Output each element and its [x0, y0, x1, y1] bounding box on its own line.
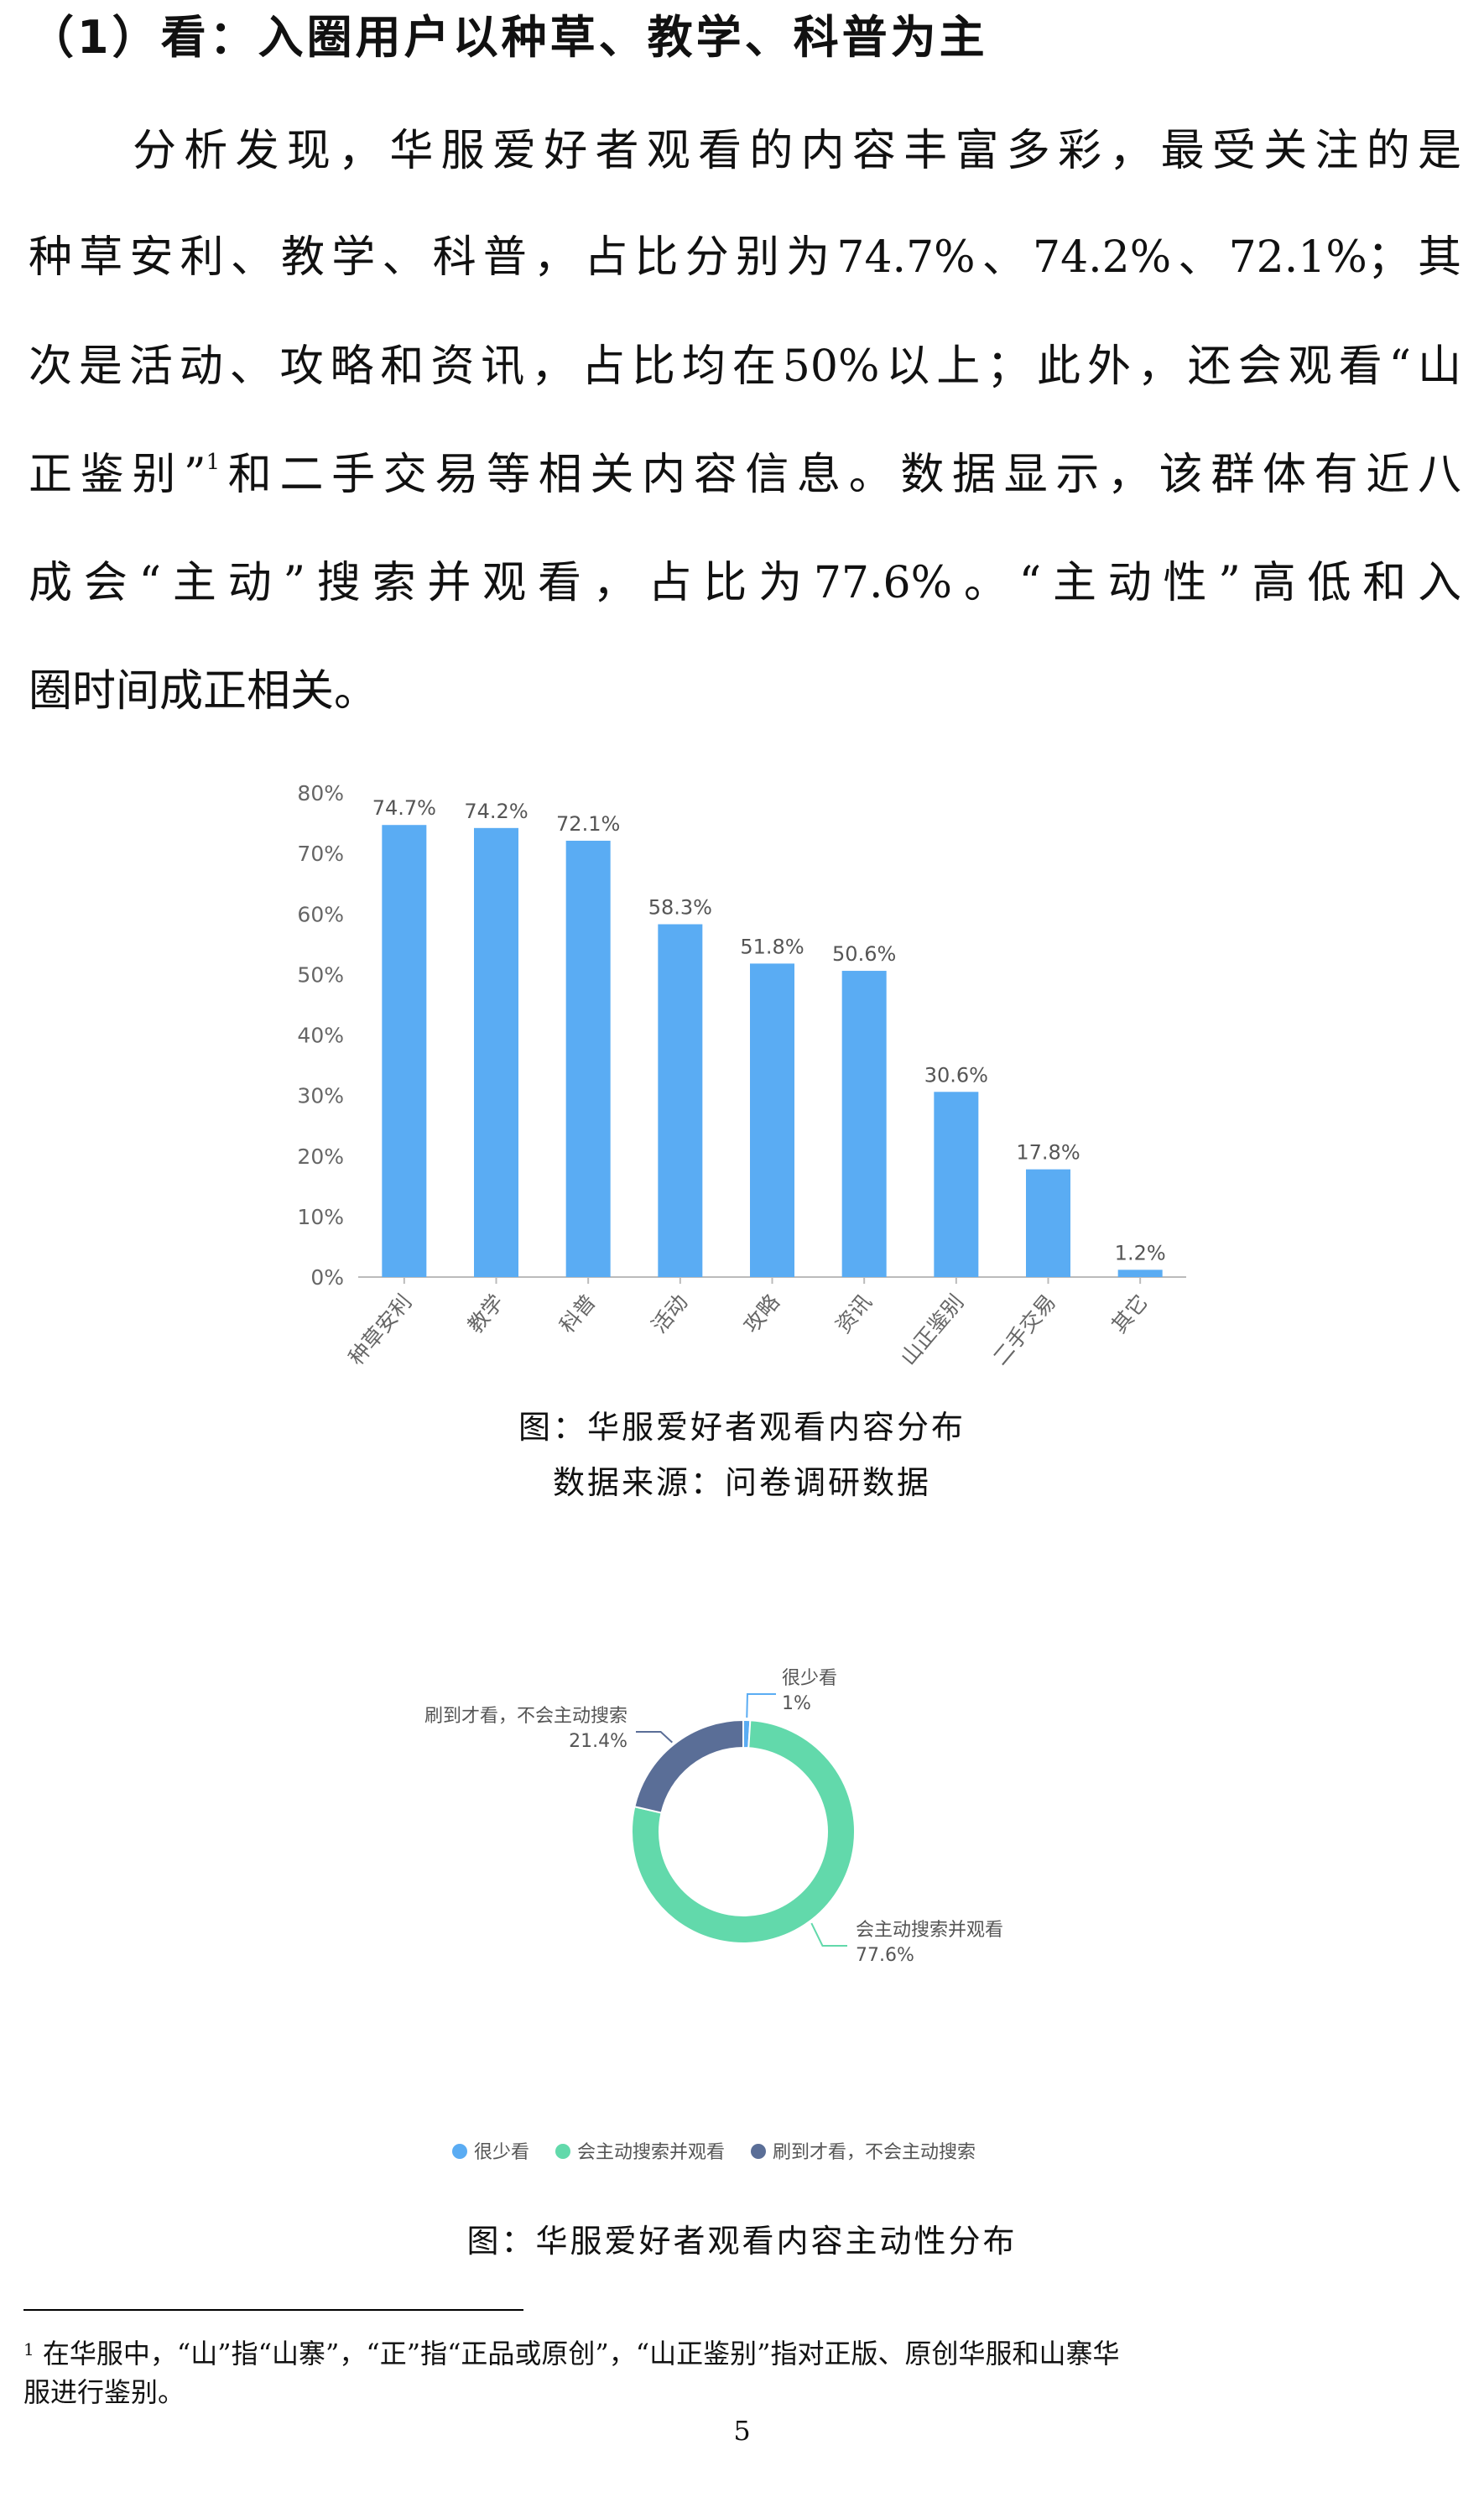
bar [474, 827, 518, 1277]
data-label: 74.7% [372, 796, 436, 820]
donut-slice [631, 1719, 856, 1944]
data-label: 17.8% [1016, 1141, 1080, 1165]
footnote-line: 服进行鉴别。 [23, 2376, 185, 2408]
legend-marker [751, 2144, 766, 2159]
legend-label: 刷到才看，不会主动搜索 [773, 2142, 976, 2163]
leader-line [746, 1693, 776, 1718]
y-tick-label: 60% [297, 902, 344, 926]
footnote-ref[interactable]: 1 [206, 450, 221, 475]
paragraph-line: 次是活动、攻略和资讯，占比均在50%以上；此外，还会观看“山 [29, 341, 1461, 392]
data-label: 58.3% [648, 896, 712, 920]
x-tick-label: 种草安利 [344, 1290, 417, 1369]
legend-marker [452, 2144, 467, 2159]
leader-line [810, 1922, 847, 1947]
footnote-divider [23, 2309, 523, 2311]
data-label: 1.2% [1115, 1241, 1166, 1264]
y-tick-label: 70% [297, 842, 344, 866]
legend-marker [555, 2144, 570, 2159]
x-tick-label: 科普 [555, 1290, 600, 1337]
y-tick-label: 80% [297, 781, 344, 806]
text: 和二手交易等相关内容信息。数据显示，该群体有近八 [220, 450, 1461, 500]
bar [1117, 1270, 1163, 1277]
slice-value: 77.6% [856, 1945, 914, 1966]
data-label: 50.6% [832, 942, 896, 966]
data-label: 72.1% [556, 812, 620, 836]
x-tick-label: 山正鉴别 [896, 1290, 969, 1369]
y-tick-label: 10% [297, 1205, 344, 1229]
bar [1026, 1169, 1070, 1277]
x-tick-label: 其它 [1106, 1290, 1152, 1337]
x-tick-label: 二手交易 [988, 1290, 1061, 1369]
bar-chart-caption: 图：华服爱好者观看内容分布 [518, 1409, 966, 1446]
footnote-line: 1 在华服中，“山”指“山寨”，“正”指“正品或原创”，“山正鉴别”指对正版、原… [23, 2333, 1120, 2371]
legend-label: 很少看 [474, 2142, 529, 2163]
x-tick-label: 攻略 [739, 1290, 784, 1337]
bar [565, 840, 611, 1277]
bar [382, 825, 427, 1277]
y-tick-label: 40% [297, 1024, 344, 1048]
bar [841, 971, 887, 1277]
x-tick-label: 活动 [647, 1290, 692, 1337]
paragraph-line: 正鉴别”1和二手交易等相关内容信息。数据显示，该群体有近八 [29, 446, 1461, 504]
y-tick-label: 30% [297, 1084, 344, 1108]
paragraph-line: 分析发现，华服爱好者观看的内容丰富多彩，最受关注的是 [133, 126, 1461, 176]
slice-value: 1% [782, 1693, 811, 1714]
paragraph-line: 种草安利、教学、科普，占比分别为74.7%、74.2%、72.1%；其 [29, 232, 1461, 283]
footnote-marker: 1 [23, 2339, 34, 2359]
slice-name: 很少看 [782, 1668, 837, 1689]
bar [750, 963, 794, 1277]
y-tick-label: 50% [297, 962, 344, 987]
data-label: 51.8% [740, 935, 804, 958]
data-label: 74.2% [464, 800, 528, 823]
legend-label: 会主动搜索并观看 [577, 2142, 725, 2163]
pie-chart-caption: 图：华服爱好者观看内容主动性分布 [466, 2223, 1018, 2260]
y-tick-label: 20% [297, 1144, 344, 1169]
bar [934, 1092, 979, 1277]
bar-chart: 0% 10% 20% 30% 40% 50% 60% 70% 80% 74.7% 种草安利 74.2%… [297, 781, 1186, 1369]
x-tick-label: 教学 [463, 1290, 508, 1337]
paragraph-line: 成会“主动”搜索并观看，占比为77.6%。“主动性”高低和入 [29, 558, 1461, 608]
footnote-text: 在华服中，“山”指“山寨”，“正”指“正品或原创”，“山正鉴别”指对正版、原创华… [42, 2338, 1120, 2370]
paragraph-line: 圈时间成正相关。 [29, 666, 378, 717]
donut-slice [633, 1718, 744, 1814]
bar [658, 924, 703, 1277]
slice-value: 21.4% [569, 1731, 627, 1752]
section-heading: （1）看：入圈用户以种草、教学、科普为主 [29, 11, 988, 64]
bar-chart-source: 数据来源：问卷调研数据 [552, 1464, 931, 1501]
slice-name: 会主动搜索并观看 [856, 1920, 1003, 1941]
x-tick-label: 资讯 [831, 1290, 876, 1337]
text: 正鉴别” [29, 450, 206, 500]
y-tick-label: 0% [310, 1265, 344, 1290]
page-number: 5 [733, 2415, 751, 2447]
data-label: 30.6% [924, 1063, 988, 1087]
leader-line [636, 1731, 673, 1744]
slice-name: 刷到才看，不会主动搜索 [424, 1706, 627, 1727]
